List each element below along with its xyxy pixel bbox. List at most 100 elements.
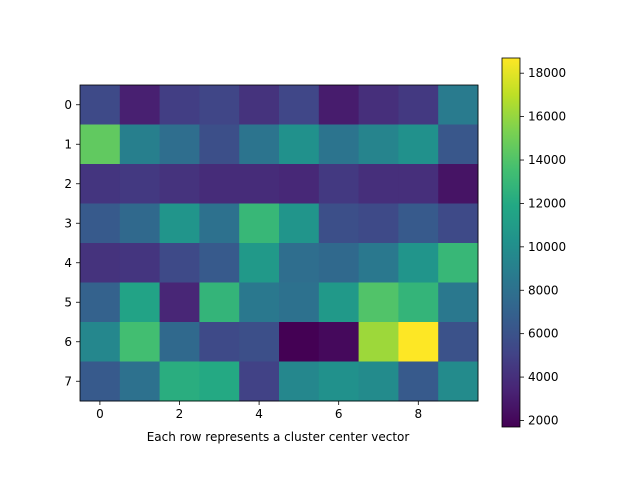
heatmap-cell bbox=[358, 361, 399, 402]
heatmap-cell bbox=[318, 124, 360, 165]
colorbar-tick-label: 12000 bbox=[528, 196, 566, 210]
heatmap-cell bbox=[239, 85, 280, 125]
heatmap-cell bbox=[159, 322, 200, 362]
heatmap-cell bbox=[199, 124, 240, 165]
heatmap-cell bbox=[239, 322, 280, 362]
heatmap-cell bbox=[398, 322, 439, 362]
heatmap-cell bbox=[199, 243, 240, 283]
heatmap-cell bbox=[199, 203, 240, 244]
heatmap-cell bbox=[438, 124, 479, 165]
heatmap-cell bbox=[279, 124, 320, 165]
heatmap-cell bbox=[199, 282, 240, 323]
colorbar-tick-label: 14000 bbox=[528, 153, 566, 167]
heatmap-cell bbox=[438, 85, 479, 125]
heatmap-cell bbox=[318, 361, 360, 402]
colorbar-tick-label: 10000 bbox=[528, 240, 566, 254]
y-tick-label: 0 bbox=[64, 98, 72, 112]
heatmap-cell bbox=[279, 85, 320, 125]
x-tick-label: 0 bbox=[96, 407, 104, 421]
heatmap-cell bbox=[438, 203, 479, 244]
y-tick-label: 4 bbox=[64, 256, 72, 270]
colorbar-tick-label: 18000 bbox=[528, 66, 566, 80]
heatmap-cell bbox=[398, 203, 439, 244]
colorbar-tick-label: 8000 bbox=[528, 283, 559, 297]
colorbar-gradient bbox=[502, 58, 520, 427]
heatmap-cell bbox=[199, 164, 240, 204]
x-axis-ticks: 0 2 4 6 8 bbox=[96, 401, 422, 421]
heatmap-cell bbox=[318, 85, 360, 125]
x-tick-label: 2 bbox=[176, 407, 184, 421]
colorbar-tick-label: 6000 bbox=[528, 327, 559, 341]
heatmap-cell bbox=[119, 243, 161, 283]
heatmap-cell bbox=[119, 124, 161, 165]
y-axis-ticks: 0 1 2 3 4 5 6 7 bbox=[64, 98, 80, 388]
heatmap-cell bbox=[318, 203, 360, 244]
heatmap-cell bbox=[119, 322, 161, 362]
y-tick-label: 6 bbox=[64, 335, 72, 349]
heatmap-cell bbox=[438, 322, 479, 362]
heatmap-cell bbox=[119, 85, 161, 125]
heatmap-cell bbox=[279, 322, 320, 362]
heatmap-cell bbox=[318, 164, 360, 204]
colorbar bbox=[501, 57, 521, 428]
heatmap-cell bbox=[80, 361, 121, 402]
axes-frame bbox=[79, 84, 479, 402]
heatmap-cell bbox=[358, 322, 399, 362]
heatmap-cell bbox=[239, 361, 280, 402]
heatmap-cell bbox=[279, 361, 320, 402]
x-tick-label: 4 bbox=[255, 407, 263, 421]
x-tick-label: 6 bbox=[335, 407, 343, 421]
heatmap-cells bbox=[80, 85, 479, 402]
colorbar-tick-label: 4000 bbox=[528, 370, 559, 384]
heatmap-cell bbox=[279, 243, 320, 283]
heatmap-cell bbox=[80, 282, 121, 323]
heatmap-cell bbox=[80, 124, 121, 165]
heatmap-cell bbox=[119, 164, 161, 204]
heatmap-cell bbox=[159, 361, 200, 402]
heatmap-cell bbox=[279, 164, 320, 204]
heatmap-cell bbox=[358, 282, 399, 323]
heatmap-cell bbox=[358, 164, 399, 204]
y-tick-label: 5 bbox=[64, 295, 72, 309]
heatmap-cell bbox=[438, 243, 479, 283]
heatmap-cell bbox=[398, 243, 439, 283]
y-tick-label: 1 bbox=[64, 137, 72, 151]
heatmap-cell bbox=[159, 203, 200, 244]
heatmap-cell bbox=[358, 85, 399, 125]
heatmap-cell bbox=[318, 282, 360, 323]
heatmap-cell bbox=[80, 322, 121, 362]
heatmap-cell bbox=[199, 85, 240, 125]
heatmap-cell bbox=[159, 282, 200, 323]
colorbar-ticks: 2000 4000 6000 8000 10000 12000 14000 16000 1800… bbox=[520, 66, 566, 427]
colorbar-tick-label: 2000 bbox=[528, 413, 559, 427]
x-axis-label: Each row represents a cluster center vec… bbox=[147, 430, 410, 444]
heatmap-cell bbox=[239, 124, 280, 165]
heatmap-cell bbox=[119, 361, 161, 402]
heatmap-cell bbox=[119, 203, 161, 244]
heatmap-cell bbox=[80, 164, 121, 204]
heatmap-cell bbox=[239, 203, 280, 244]
heatmap-cell bbox=[80, 243, 121, 283]
y-tick-label: 3 bbox=[64, 216, 72, 230]
colorbar-tick-label: 16000 bbox=[528, 110, 566, 124]
heatmap-cell bbox=[398, 124, 439, 165]
heatmap-cell bbox=[398, 85, 439, 125]
heatmap-cell bbox=[159, 164, 200, 204]
heatmap-cell bbox=[358, 124, 399, 165]
heatmap-cell bbox=[398, 282, 439, 323]
heatmap-cell bbox=[239, 164, 280, 204]
heatmap-cell bbox=[159, 85, 200, 125]
y-tick-label: 2 bbox=[64, 177, 72, 191]
heatmap-cell bbox=[358, 243, 399, 283]
heatmap-cell bbox=[199, 361, 240, 402]
heatmap-cell bbox=[358, 203, 399, 244]
heatmap-cell bbox=[239, 282, 280, 323]
heatmap-cell bbox=[159, 124, 200, 165]
x-tick-label: 8 bbox=[414, 407, 422, 421]
heatmap-cell bbox=[318, 322, 360, 362]
heatmap-cell bbox=[279, 203, 320, 244]
y-tick-label: 7 bbox=[64, 374, 72, 388]
heatmap-cell bbox=[80, 85, 121, 125]
heatmap-cell bbox=[80, 203, 121, 244]
